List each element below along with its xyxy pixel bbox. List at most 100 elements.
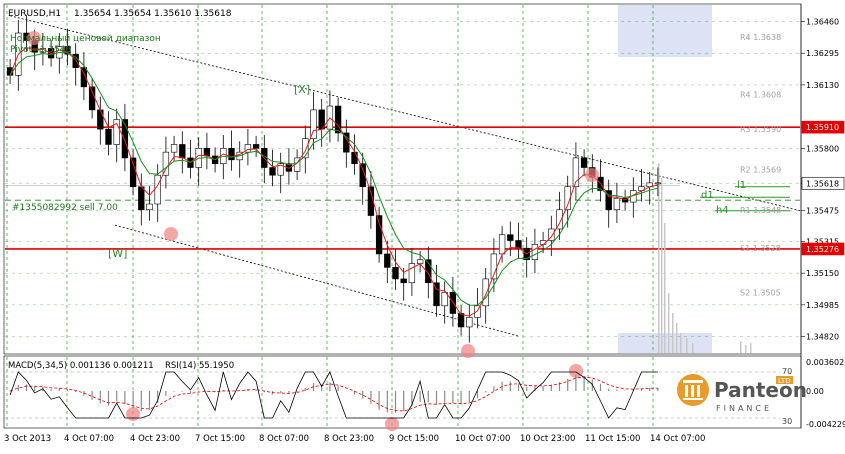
macd-histogram-bar — [100, 391, 101, 403]
macd-label: MACD(5,34,5) 0.001136 0.001211 — [8, 361, 154, 371]
candle-body — [499, 235, 505, 254]
macd-histogram-bar — [608, 389, 609, 391]
macd-histogram-bar — [165, 391, 166, 396]
swing-marker — [164, 227, 178, 241]
macd-histogram-bar — [256, 389, 257, 391]
macd-histogram-bar — [567, 379, 568, 391]
macd-histogram-bar — [51, 389, 52, 391]
swing-marker — [385, 417, 399, 431]
macd-histogram-bar — [444, 391, 445, 402]
candle-body — [229, 148, 235, 160]
macd-histogram-bar — [543, 386, 544, 391]
order-label: #1355082992 sell 7.00 — [12, 203, 118, 213]
pivot-level-label: R2 1.3569 — [740, 165, 781, 174]
swing-marker — [126, 407, 140, 421]
y-tick-label: 1.35150 — [806, 269, 839, 278]
candle-body — [393, 267, 399, 279]
candle-body — [179, 144, 185, 157]
macd-tick-label: 0.00 — [806, 387, 824, 396]
swing-marker — [461, 344, 475, 358]
macd-histogram-bar — [452, 391, 453, 403]
pivot-level-label: R1 1.3548 — [740, 206, 781, 215]
macd-histogram-bar — [190, 391, 191, 393]
rsi-30-label: 30 — [782, 417, 792, 426]
x-tick-label: 4 Oct 07:00 — [64, 434, 114, 444]
pivot-level-label: S1 1.3528 — [740, 244, 781, 253]
macd-histogram-bar — [108, 391, 109, 406]
macd-histogram-bar — [370, 391, 371, 404]
y-tick-label: 1.36460 — [806, 18, 839, 27]
candle-body — [581, 158, 587, 168]
l1-label: l1 — [737, 180, 746, 191]
y-tick-label: 1.35475 — [806, 207, 839, 216]
candle-body — [417, 260, 423, 264]
y-tick-label: 1.34820 — [806, 333, 839, 342]
volume-bar — [692, 343, 694, 353]
candle-body — [458, 314, 464, 327]
macd-histogram-bar — [124, 391, 125, 404]
candle-body — [138, 187, 144, 210]
brand-sub: FINANCE — [716, 404, 772, 413]
candle-body — [516, 241, 522, 249]
rsi-label: RSI(14) 55.1950 — [165, 361, 234, 371]
volume-bar — [745, 345, 747, 353]
volume-bar — [750, 343, 752, 353]
volume-bar — [672, 313, 674, 353]
macd-histogram-bar — [59, 388, 60, 391]
macd-histogram-bar — [379, 391, 380, 410]
brand-tag: LTD — [778, 377, 791, 385]
symbol-label: EURUSD,H1 — [8, 9, 61, 19]
y-tick-label: 1.35910 — [806, 123, 839, 132]
pivot-level-label: R3 1.3590 — [740, 125, 781, 134]
macd-histogram-bar — [26, 384, 27, 391]
ohlc-values: 1.35654 1.35654 1.35610 1.35618 — [74, 9, 232, 19]
macd-histogram-bar — [469, 391, 470, 402]
swing-marker — [585, 168, 599, 182]
candle-body — [655, 183, 661, 184]
x-tick-label: 9 Oct 15:00 — [389, 434, 439, 444]
volume-bar — [740, 341, 742, 353]
x-tick-label: 14 Oct 07:00 — [650, 434, 705, 444]
y-tick-label: 1.36295 — [806, 49, 839, 58]
x-tick-label: 10 Oct 07:00 — [455, 434, 510, 444]
macd-histogram-bar — [510, 382, 511, 391]
macd-histogram-bar — [329, 382, 330, 391]
candle-body — [204, 148, 210, 156]
volume-bar — [664, 223, 666, 353]
macd-tick-label: -0.004229 — [806, 420, 845, 429]
y-tick-label: 1.34985 — [806, 301, 839, 310]
macd-histogram-bar — [18, 385, 19, 391]
rsi-70-label: 70 — [782, 367, 792, 376]
macd-histogram-bar — [338, 386, 339, 391]
candle-body — [483, 279, 489, 306]
macd-histogram-bar — [34, 386, 35, 391]
y-tick-label: 1.35618 — [806, 179, 839, 188]
x-tick-label: 11 Oct 15:00 — [585, 434, 640, 444]
macd-histogram-bar — [75, 391, 76, 392]
volume-bar — [680, 333, 682, 353]
candle-body — [614, 198, 620, 210]
macd-histogram-bar — [362, 391, 363, 399]
volume-bar — [686, 338, 688, 353]
pivot-level-label: R4 1.3608 — [740, 91, 781, 100]
macd-histogram-bar — [92, 391, 93, 400]
macd-histogram-bar — [280, 391, 281, 393]
h4-label: h4 — [716, 205, 729, 216]
macd-histogram-bar — [420, 391, 421, 402]
candle-body — [384, 254, 390, 267]
x-tick-label: 8 Oct 07:00 — [259, 434, 309, 444]
pivot-level-label: S2 1.3505 — [740, 288, 781, 297]
candle-body — [89, 87, 95, 110]
macd-histogram-bar — [149, 391, 150, 410]
candle-body — [270, 168, 276, 176]
macd-histogram-bar — [526, 387, 527, 391]
candle-body — [171, 144, 177, 152]
macd-histogram-bar — [67, 390, 68, 391]
volume-bar — [676, 323, 678, 353]
wave-w-label: [W] — [108, 247, 127, 260]
macd-histogram-bar — [575, 375, 576, 391]
macd-tick-label: 0.003602 — [806, 358, 844, 367]
x-tick-label: 3 Oct 2013 — [4, 434, 51, 444]
candle-body — [97, 110, 103, 129]
